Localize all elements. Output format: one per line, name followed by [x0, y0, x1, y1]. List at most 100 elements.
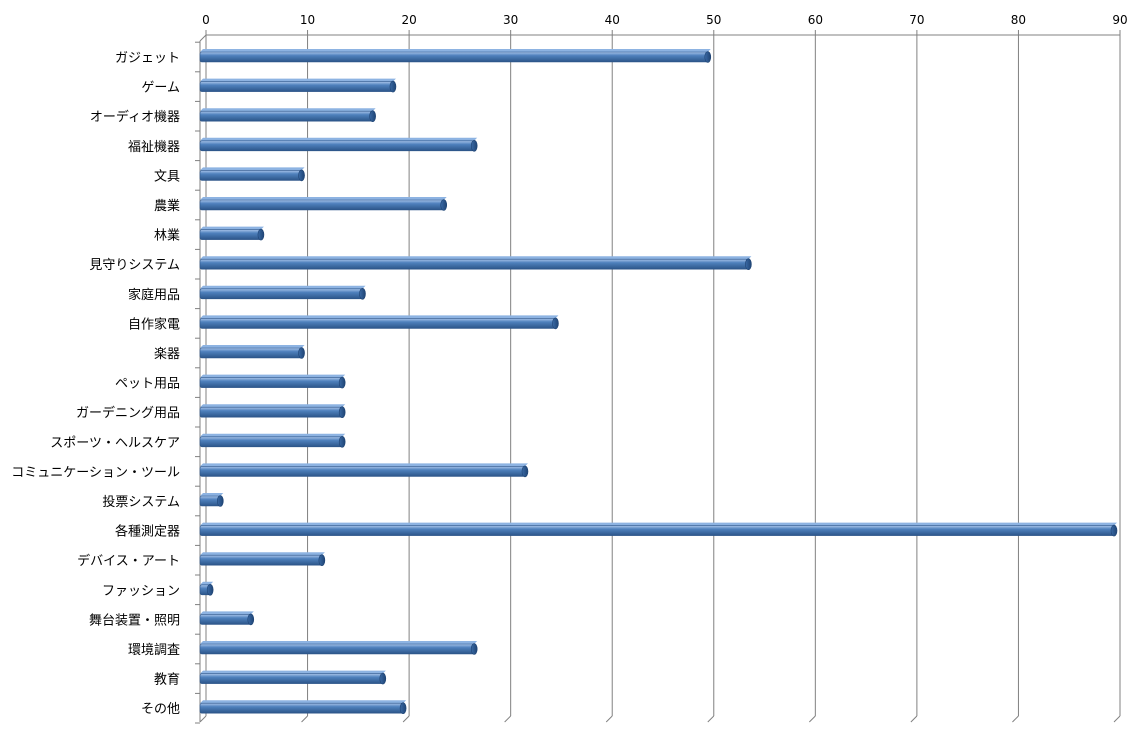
bar-top-face	[200, 611, 254, 615]
bar	[199, 670, 387, 685]
category-label: デバイス・アート	[77, 553, 180, 569]
bar	[199, 463, 529, 478]
gridline-floor	[808, 715, 816, 723]
bars	[199, 49, 1118, 715]
category-label: 文具	[154, 169, 180, 184]
bar-top-face	[200, 78, 396, 82]
bar	[199, 581, 214, 596]
bar-top-face	[200, 345, 305, 348]
bar	[199, 552, 326, 567]
bar-front-face	[199, 199, 445, 211]
bar-front-face	[199, 554, 323, 566]
category-label: 各種測定器	[115, 524, 180, 540]
bar-front-face	[199, 436, 343, 448]
bar-end-cap	[338, 406, 346, 419]
bar-front-face	[199, 466, 526, 477]
bar-end-cap	[206, 583, 214, 596]
bar-end-cap	[704, 51, 712, 63]
bar-top-face	[200, 552, 325, 556]
bar-top-face	[200, 285, 366, 289]
bar-front-face	[199, 702, 404, 714]
bar-top-face	[200, 493, 224, 496]
category-label: ガーデニング用品	[76, 405, 180, 421]
bar-end-cap	[379, 672, 387, 685]
bar-top-face	[200, 137, 478, 141]
bar-top-face	[200, 108, 376, 112]
x-tick-label: 10	[300, 13, 315, 27]
bar-end-cap	[552, 317, 559, 330]
category-label: スポーツ・ヘルスケア	[50, 436, 180, 451]
bar-top-face	[200, 226, 264, 230]
bar-end-cap	[399, 702, 407, 715]
bar	[199, 611, 255, 626]
bar-top-face	[200, 463, 528, 467]
bar-end-cap	[470, 140, 478, 152]
bar-top-face	[200, 433, 346, 437]
bar-front-face	[199, 673, 384, 684]
category-label: ペット用品	[115, 377, 180, 392]
bar-front-face	[199, 229, 262, 240]
bar-end-cap	[440, 199, 448, 211]
category-label: 農業	[154, 198, 180, 214]
gridline-floor	[910, 715, 918, 723]
bar	[199, 493, 224, 507]
gridline-floor	[1113, 715, 1121, 723]
category-label: 自作家電	[128, 316, 180, 332]
bar	[199, 315, 559, 330]
bar-top-face	[200, 641, 478, 644]
x-tick-label: 80	[1011, 13, 1026, 27]
bar-end-cap	[298, 347, 305, 359]
bar	[199, 374, 346, 389]
bar-front-face	[199, 170, 302, 181]
bar-end-cap	[470, 643, 478, 655]
bar-front-face	[199, 643, 475, 655]
bar-end-cap	[745, 258, 752, 271]
bar-end-cap	[389, 80, 397, 93]
bar-front-face	[199, 258, 749, 270]
y-axis-slant	[199, 34, 207, 42]
bar-top-face	[200, 670, 386, 674]
bar-end-cap	[257, 228, 265, 241]
bar-top-face	[200, 404, 346, 408]
gridline-floor	[199, 715, 207, 723]
gridline-floor	[402, 715, 410, 723]
bar	[199, 49, 712, 63]
bar-end-cap	[369, 110, 376, 122]
bar-front-face	[199, 51, 709, 63]
bar-top-face	[200, 700, 407, 704]
x-tick-label: 0	[202, 13, 210, 27]
bar-end-cap	[217, 495, 224, 507]
gridline-floor	[707, 715, 715, 723]
category-label: 環境調査	[128, 643, 180, 658]
category-label: 林業	[154, 228, 180, 244]
bar	[199, 226, 265, 241]
bar-end-cap	[338, 376, 346, 389]
category-label: ガジェット	[115, 51, 180, 66]
bar-front-face	[199, 377, 343, 388]
category-label: その他	[141, 702, 180, 717]
gridline-floor	[605, 715, 613, 723]
category-label: オーディオ機器	[90, 109, 180, 125]
bar	[199, 433, 346, 448]
category-label: ゲーム	[141, 81, 180, 96]
bar-end-cap	[247, 613, 255, 626]
category-label: 見守りシステム	[89, 258, 180, 273]
category-label: ファッション	[102, 584, 180, 599]
x-tick-label: 70	[909, 13, 924, 27]
bar-end-cap	[521, 465, 529, 478]
gridline-floor	[504, 715, 512, 723]
bar-front-face	[199, 406, 343, 418]
bar-front-face	[199, 318, 556, 329]
bar-top-face	[200, 522, 1117, 526]
bar-top-face	[200, 49, 711, 52]
bar	[199, 404, 346, 419]
bar	[199, 285, 366, 300]
bar-top-face	[200, 315, 559, 319]
bar-front-face	[199, 347, 302, 359]
bar	[199, 197, 448, 211]
bar	[199, 256, 752, 271]
bar-front-face	[199, 614, 252, 625]
x-tick-label: 20	[401, 13, 416, 27]
